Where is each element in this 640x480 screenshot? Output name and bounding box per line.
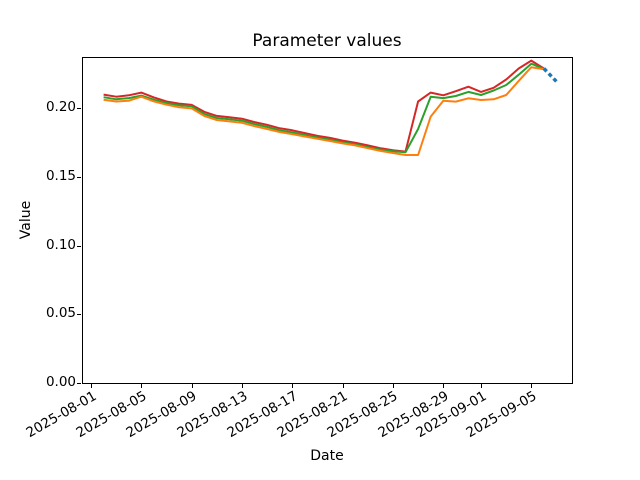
y-tick-label: 0.10 (45, 236, 76, 253)
plot-border (82, 57, 573, 384)
y-axis-label: Value (18, 200, 34, 240)
chart-title: Parameter values (252, 31, 402, 51)
x-axis-label: Date (310, 448, 344, 464)
y-tick-label: 0.20 (45, 99, 76, 116)
series-line-blue-dashed (542, 67, 558, 83)
series-line-green (103, 62, 545, 154)
y-tick-label: 0.05 (45, 305, 76, 322)
y-tick-label: 0.00 (45, 374, 76, 390)
series-line-red (103, 59, 545, 153)
y-tick-label: 0.15 (45, 168, 76, 185)
series-line-orange (103, 66, 545, 156)
